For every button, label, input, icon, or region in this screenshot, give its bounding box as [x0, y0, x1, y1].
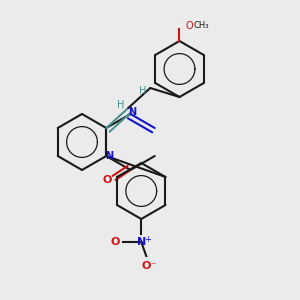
Text: O: O — [111, 237, 120, 247]
Text: N: N — [136, 237, 146, 247]
Text: N: N — [128, 107, 136, 117]
Text: N: N — [105, 151, 113, 161]
Text: H: H — [139, 86, 146, 96]
Text: O: O — [142, 261, 151, 271]
Text: +: + — [144, 235, 151, 244]
Text: O: O — [103, 175, 112, 185]
Text: CH₃: CH₃ — [194, 22, 209, 31]
Text: ⁻: ⁻ — [150, 261, 156, 271]
Text: H: H — [117, 100, 124, 110]
Text: O: O — [186, 21, 193, 31]
